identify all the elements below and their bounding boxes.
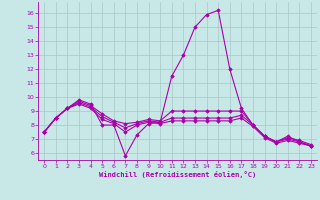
X-axis label: Windchill (Refroidissement éolien,°C): Windchill (Refroidissement éolien,°C) bbox=[99, 171, 256, 178]
